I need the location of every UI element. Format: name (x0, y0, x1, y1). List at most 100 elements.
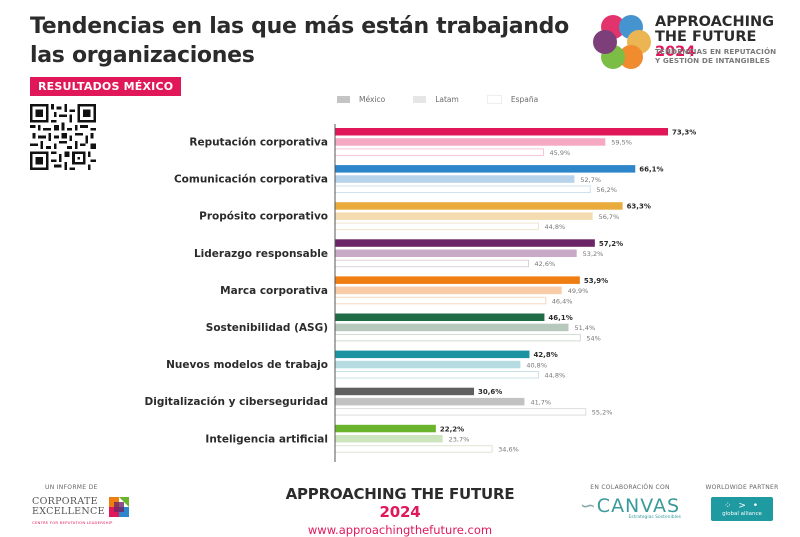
bar-latam (335, 323, 569, 332)
ce-subtitle: CENTRE FOR REPUTATION LEADERSHIP (32, 520, 113, 525)
bar-espana (334, 296, 547, 305)
bar-latam (335, 397, 525, 406)
footer-url-link[interactable]: www.approachingthefuture.com (307, 523, 493, 537)
report-by-label: UN INFORME DE (45, 484, 98, 491)
logo-subtitle: TENDENCIAS EN REPUTACIÓN Y GESTIÓN DE IN… (655, 47, 776, 65)
data-label-mexico: 46,1% (548, 314, 572, 322)
category-label: Inteligencia artificial (205, 433, 328, 445)
data-label-mexico: 73,3% (672, 129, 696, 137)
data-label-espana: 44,8% (545, 223, 566, 231)
chart-legend: México Latam España (337, 95, 538, 104)
legend-swatch-mexico (337, 96, 350, 103)
data-label-latam: 53,2% (583, 250, 604, 258)
canvas-logo: EN COLABORACIÓN CON ∽CANVAS Estrategias … (575, 484, 685, 520)
data-label-mexico: 63,3% (627, 203, 651, 211)
legend-label-espana: España (510, 95, 539, 104)
ce-line1: CORPORATE (32, 496, 98, 507)
partner-label: WORLDWIDE PARTNER (705, 484, 779, 491)
canvas-subtitle: Estrategias Sostenibles (628, 515, 681, 520)
data-label-espana: 54% (586, 334, 600, 342)
data-label-mexico: 42,8% (533, 351, 557, 359)
footer-center: APPROACHING THE FUTURE 2024 www.approach… (268, 485, 532, 537)
data-label-espana: 42,6% (535, 260, 556, 268)
bar-espana (334, 259, 530, 268)
canvas-wordmark: ∽CANVAS (575, 495, 685, 517)
legend-item-latam: Latam (413, 95, 459, 104)
logo-year: 2024 (655, 44, 696, 60)
data-label-mexico: 66,1% (639, 166, 663, 174)
bar-mexico (335, 276, 580, 284)
bar-espana (334, 371, 540, 379)
legend-swatch-espana (486, 95, 502, 104)
bar-mexico (335, 387, 475, 396)
data-label-latam: 59,5% (611, 139, 632, 147)
logo-subtitle-line2: Y GESTIÓN DE INTANGIBLES (655, 56, 771, 65)
data-label-espana: 45,9% (550, 149, 571, 157)
bar-mexico (335, 202, 623, 210)
logo-subtitle-line1: TENDENCIAS EN REPUTACIÓN (655, 47, 777, 56)
global-alliance-badge: ⁘ > • global alliance (711, 497, 773, 521)
legend-item-mexico: México (337, 95, 385, 104)
corporate-excellence-logo: UN INFORME DE CORPORATE EXCELLENCE CENTR… (32, 484, 129, 525)
data-label-latam: 51,4% (575, 324, 596, 332)
logo-title-line1: APPROACHING (655, 14, 775, 30)
data-label-espana: 55,2% (592, 409, 613, 417)
bar-mexico (335, 313, 545, 321)
category-label: Propósito corporativo (199, 211, 328, 223)
bar-mexico (335, 424, 436, 433)
category-label: Digitalización y ciberseguridad (145, 396, 329, 408)
data-label-latam: 52,7% (580, 176, 601, 184)
data-label-latam: 49,9% (568, 287, 589, 295)
data-label-latam: 41,7% (530, 398, 551, 406)
data-label-mexico: 30,6% (478, 388, 502, 396)
data-label-espana: 46,4% (552, 297, 573, 305)
data-label-espana: 34,6% (498, 446, 519, 454)
global-alliance-logo: WORLDWIDE PARTNER ⁘ > • global alliance (700, 484, 784, 521)
approaching-the-future-logo: APPROACHING THE FUTURE 2024 TENDENCIAS E… (592, 12, 792, 74)
bar-espana (334, 408, 587, 416)
legend-label-latam: Latam (435, 95, 459, 104)
category-label: Comunicación corporativa (174, 174, 328, 186)
bar-mexico (335, 128, 668, 136)
flower-logo-icon (593, 15, 651, 69)
collab-label: EN COLABORACIÓN CON (590, 484, 670, 491)
bar-mexico (335, 350, 530, 359)
data-label-mexico: 57,2% (599, 240, 623, 248)
page-title: Tendencias en las que más están trabajan… (30, 14, 569, 68)
category-label: Nuevos modelos de trabajo (166, 359, 328, 371)
footer-year: 2024 (379, 503, 421, 521)
canvas-wave-icon: ∽ (579, 495, 597, 517)
bar-espana (334, 333, 581, 342)
bar-latam (335, 175, 575, 183)
qr-code-icon[interactable] (30, 104, 96, 170)
bar-latam (335, 212, 593, 220)
bar-espana (334, 185, 591, 193)
partner-name: global alliance (722, 511, 762, 517)
bar-espana (334, 148, 545, 156)
global-alliance-icon: ⁘ > • (723, 501, 761, 511)
category-label: Sostenibilidad (ASG) (206, 322, 328, 334)
logo-title-line2: THE FUTURE (655, 29, 757, 45)
results-badge: RESULTADOS MÉXICO (30, 77, 182, 96)
legend-item-espana: España (486, 95, 539, 104)
data-label-espana: 44,8% (545, 372, 566, 380)
data-label-espana: 56,2% (596, 186, 617, 194)
category-label: Reputación corporativa (189, 136, 328, 148)
bar-latam (335, 435, 443, 443)
ce-line2: EXCELLENCE (32, 506, 105, 517)
bar-espana (334, 222, 540, 231)
bar-latam (335, 360, 521, 369)
data-label-latam: 40,8% (526, 361, 547, 369)
category-label: Marca corporativa (220, 285, 328, 297)
data-label-latam: 56,7% (599, 213, 620, 221)
bar-latam (335, 138, 606, 146)
footer-title: APPROACHING THE FUTURE (285, 485, 515, 503)
bar-mexico (335, 239, 595, 247)
ce-diamond-icon (108, 497, 129, 517)
bar-espana (334, 445, 493, 453)
bar-latam (335, 286, 562, 295)
category-label: Liderazgo responsable (194, 248, 328, 260)
data-label-mexico: 53,9% (584, 277, 608, 285)
legend-label-mexico: México (359, 95, 386, 104)
